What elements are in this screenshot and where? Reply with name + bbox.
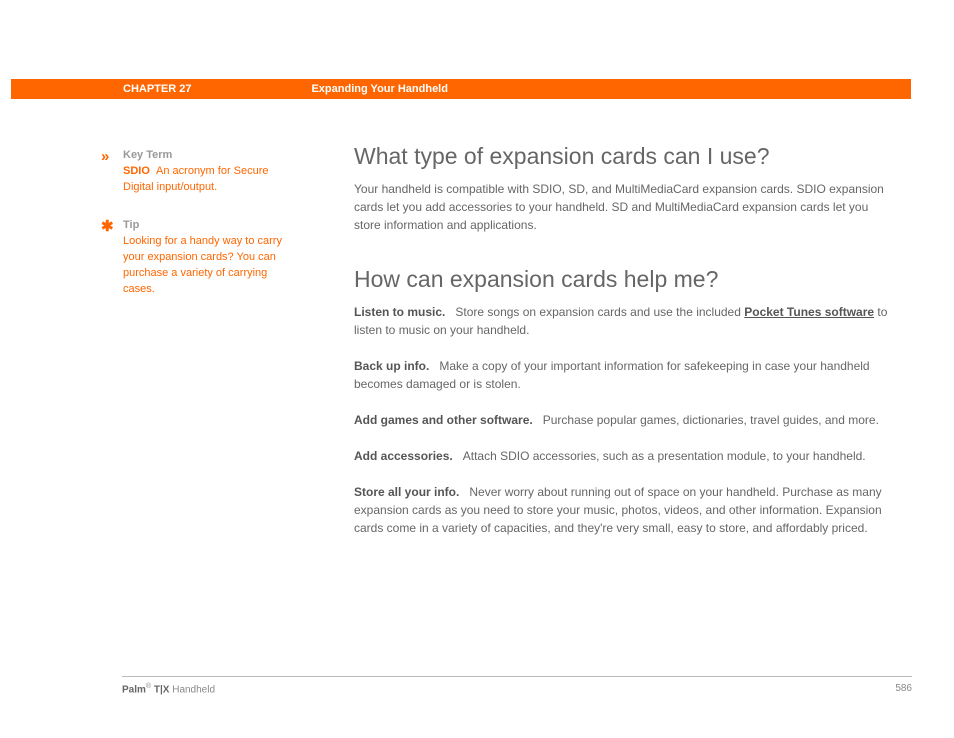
tip-callout: ✱ Tip Looking for a handy way to carry y… (123, 218, 288, 298)
item-store: Store all your info. Never worry about r… (354, 483, 896, 537)
item-games: Add games and other software. Purchase p… (354, 411, 896, 429)
footer-brand-bold: Palm (122, 684, 146, 695)
item-store-label: Store all your info. (354, 485, 459, 499)
item-accessories-body: Attach SDIO accessories, such as a prese… (463, 449, 866, 463)
section2-heading: How can expansion cards help me? (354, 266, 896, 293)
chapter-number: CHAPTER 27 (123, 83, 191, 95)
pocket-tunes-link[interactable]: Pocket Tunes software (744, 305, 874, 319)
tip-body: Looking for a handy way to carry your ex… (123, 235, 282, 295)
item-backup: Back up info. Make a copy of your import… (354, 357, 896, 393)
sidebar: » Key Term SDIO An acronym for Secure Di… (123, 148, 288, 320)
main-content: What type of expansion cards can I use? … (354, 143, 896, 555)
key-term-icon: » (101, 146, 109, 168)
chapter-title: Expanding Your Handheld (311, 83, 448, 95)
item-games-body: Purchase popular games, dictionaries, tr… (543, 413, 879, 427)
page-footer: Palm® T|X Handheld 586 (122, 676, 912, 695)
tip-label: Tip (123, 218, 288, 234)
footer-brand-rest: T|X (151, 684, 169, 695)
item-accessories: Add accessories. Attach SDIO accessories… (354, 447, 896, 465)
item-backup-label: Back up info. (354, 359, 429, 373)
item-listen-pre: Store songs on expansion cards and use t… (455, 305, 744, 319)
chapter-header: CHAPTER 27 Expanding Your Handheld (11, 79, 911, 99)
item-games-label: Add games and other software. (354, 413, 533, 427)
key-term-term: SDIO (123, 165, 150, 177)
key-term-body: SDIO An acronym for Secure Digital input… (123, 165, 269, 193)
key-term-callout: » Key Term SDIO An acronym for Secure Di… (123, 148, 288, 196)
page-number: 586 (895, 683, 912, 695)
section1-body: Your handheld is compatible with SDIO, S… (354, 180, 896, 234)
footer-brand: Palm® T|X Handheld (122, 683, 215, 695)
footer-brand-suffix: Handheld (169, 684, 215, 695)
item-backup-body: Make a copy of your important informatio… (354, 359, 870, 391)
item-listen-label: Listen to music. (354, 305, 445, 319)
item-listen: Listen to music. Store songs on expansio… (354, 303, 896, 339)
tip-icon: ✱ (101, 216, 114, 238)
key-term-label: Key Term (123, 148, 288, 164)
section1-heading: What type of expansion cards can I use? (354, 143, 896, 170)
item-accessories-label: Add accessories. (354, 449, 453, 463)
